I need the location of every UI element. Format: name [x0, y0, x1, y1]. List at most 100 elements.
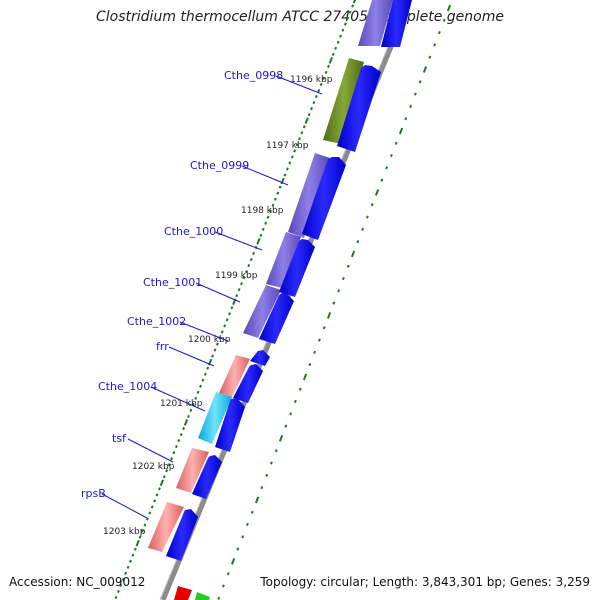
minor-tick [129, 559, 132, 563]
minor-tick [312, 101, 316, 105]
minor-tick [331, 52, 335, 56]
minor-tick [170, 457, 173, 461]
minor-tick [215, 342, 219, 346]
minor-tick [285, 167, 289, 171]
minor-tick [341, 28, 345, 32]
minor-tick [380, 178, 384, 182]
leader-line [127, 438, 174, 463]
minor-tick [308, 363, 312, 367]
gene-arrow-4 [259, 293, 294, 344]
gene-labels: Cthe_0998 Cthe_0999 Cthe_1000 Cthe_1001 … [81, 69, 323, 519]
major-tick [422, 66, 428, 73]
minor-tick [298, 387, 302, 391]
minor-tick [223, 324, 227, 328]
minor-tick [336, 40, 340, 44]
leader-line [195, 282, 241, 303]
minor-tick [143, 523, 147, 527]
minor-tick [351, 4, 354, 8]
minor-tick [206, 366, 210, 370]
minor-tick [199, 384, 202, 388]
major-tick [446, 4, 452, 12]
minor-tick [261, 227, 265, 231]
minor-tick [194, 396, 198, 400]
minor-tick [314, 94, 318, 99]
gene-arrow-8 [166, 509, 198, 561]
minor-tick [332, 301, 336, 305]
feature-frr [219, 355, 250, 397]
minor-tick [433, 43, 437, 47]
gene-label-cthe-1004: Cthe_1004 [98, 380, 157, 393]
minor-tick [385, 166, 389, 170]
minor-tick [126, 565, 130, 569]
feature-rpsB [148, 502, 184, 552]
gene-arrow-top [381, 0, 412, 47]
inner-tick-track [114, 0, 357, 600]
minor-tick [322, 76, 326, 81]
minor-tick [133, 547, 137, 551]
minor-tick [313, 350, 317, 354]
minor-tick [226, 572, 230, 576]
feature-cthe-0998 [323, 58, 364, 144]
minor-tick [153, 499, 157, 503]
minor-tick [228, 312, 231, 316]
minor-tick [298, 137, 301, 141]
major-tick [350, 250, 356, 258]
minor-tick [300, 131, 304, 135]
minor-tick [260, 486, 264, 490]
topology-label: Topology: circular; Length: 3,843,301 bp… [260, 575, 590, 589]
minor-tick [138, 535, 142, 539]
major-tick [280, 177, 285, 185]
kbp-label: 1202 kbp [132, 462, 175, 472]
minor-tick [327, 64, 330, 68]
minor-tick [201, 378, 205, 382]
kbp-label: 1197 kbp [266, 141, 309, 151]
minor-tick [158, 487, 161, 491]
gene-label-frr: frr [156, 340, 169, 353]
minor-tick [437, 31, 441, 35]
minor-tick [211, 354, 214, 358]
minor-tick [278, 185, 282, 189]
major-tick [328, 57, 333, 64]
kbp-label: 1198 kbp [241, 206, 284, 216]
minor-tick [114, 595, 118, 600]
minor-tick [179, 432, 183, 437]
kbp-label: 1200 kbp [188, 335, 231, 345]
minor-tick [343, 22, 347, 26]
minor-tick [394, 141, 398, 145]
major-tick [230, 558, 236, 565]
minor-tick [273, 197, 277, 201]
minor-tick [404, 117, 408, 121]
minor-tick [293, 149, 297, 153]
minor-tick [366, 215, 369, 219]
gene-arrow-small [250, 350, 270, 366]
minor-tick [302, 125, 306, 129]
major-tick [398, 127, 404, 135]
minor-tick [119, 583, 123, 587]
gene-arrow-green-bottom [195, 592, 210, 600]
minor-tick [131, 553, 135, 557]
minor-tick [409, 104, 413, 108]
feature-red-bottom [174, 586, 192, 600]
minor-tick [259, 233, 263, 237]
leader-line [214, 231, 263, 251]
minor-tick [222, 584, 225, 588]
minor-tick [361, 227, 365, 231]
gene-label-cthe-1001: Cthe_1001 [143, 276, 202, 289]
minor-tick [289, 412, 293, 416]
minor-tick [230, 306, 234, 310]
leader-line [168, 346, 215, 367]
gene-label-cthe-1000: Cthe_1000 [164, 225, 223, 238]
forward-gene-track [166, 0, 412, 600]
minor-tick [283, 173, 287, 177]
feature-cthe-0999 [288, 153, 330, 238]
minor-tick [237, 288, 241, 292]
feature-purple-top [358, 0, 393, 46]
major-tick [304, 117, 309, 125]
minor-tick [265, 473, 269, 477]
minor-tick [269, 209, 272, 213]
gene-label-cthe-0999: Cthe_0999 [190, 159, 249, 172]
leader-line [101, 493, 148, 519]
major-tick [352, 0, 357, 4]
minor-tick [217, 596, 221, 600]
leader-line [275, 75, 323, 95]
